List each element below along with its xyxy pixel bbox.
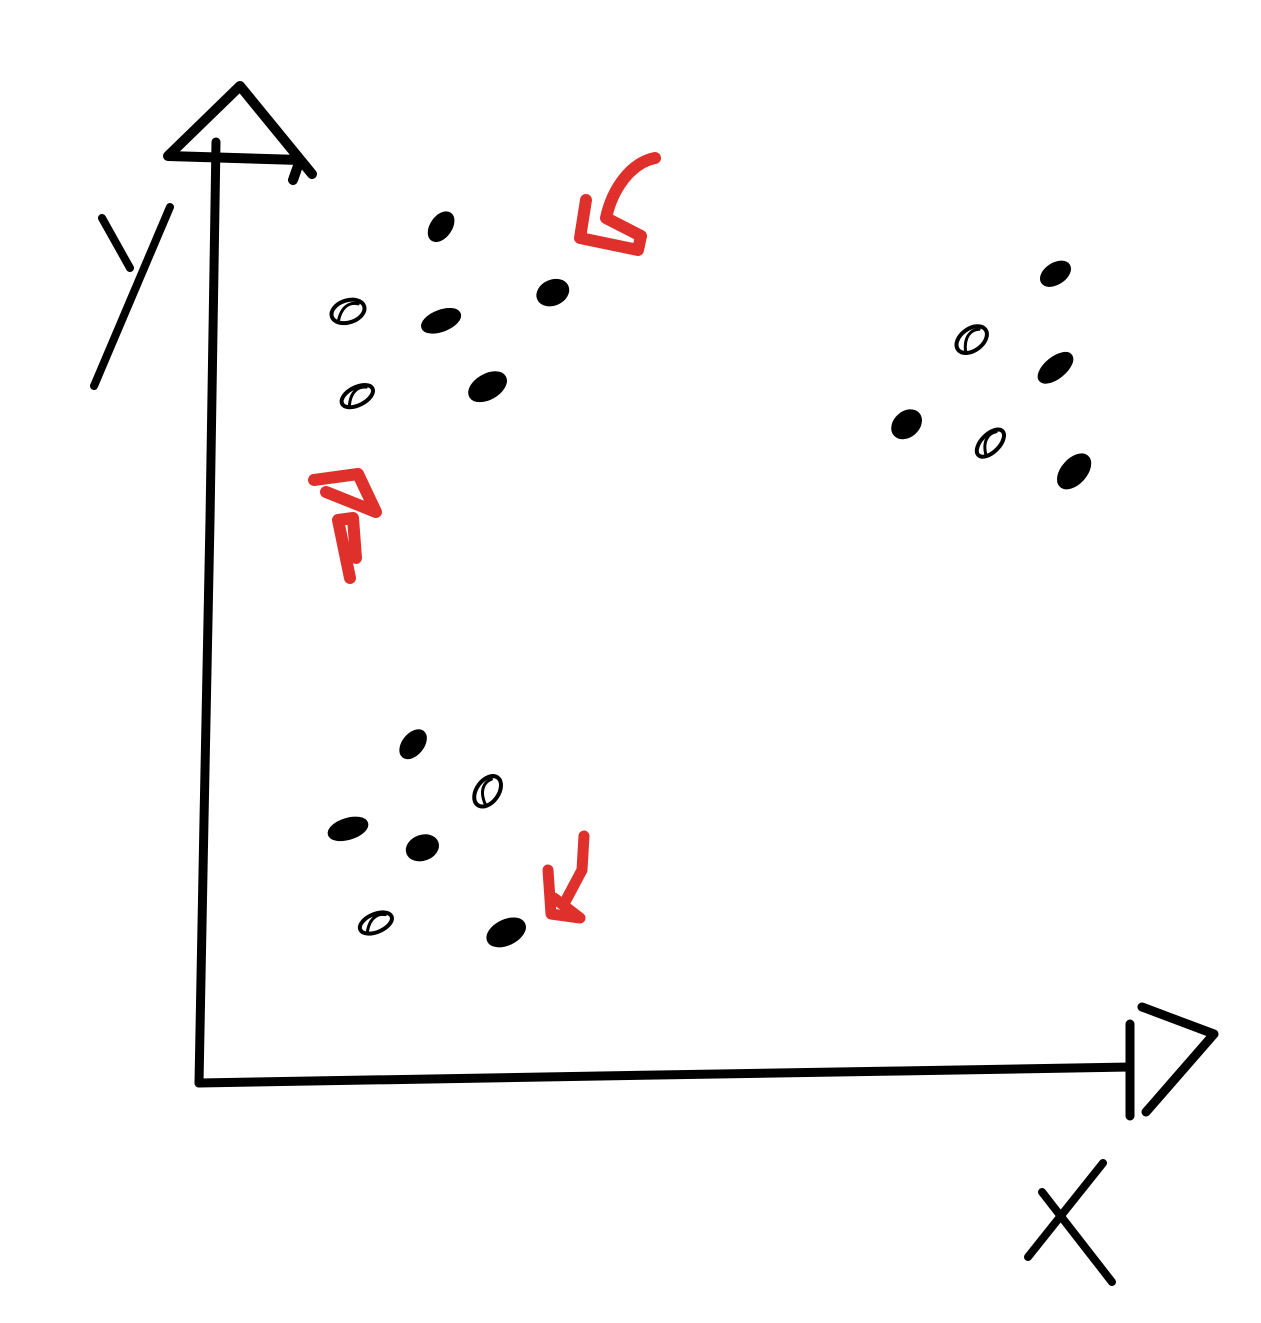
data-point-mark (1037, 351, 1074, 384)
data-point (421, 307, 462, 334)
data-point-scribble (983, 430, 998, 458)
red-arrow-top-icon (574, 152, 661, 256)
annotation-arrows (308, 152, 661, 924)
data-point (974, 427, 1007, 459)
data-point (399, 729, 427, 760)
data-point (327, 816, 369, 842)
data-point-scribble (899, 411, 915, 439)
data-point-scribble (336, 819, 360, 840)
data-point (1039, 260, 1072, 287)
data-point (536, 278, 570, 307)
data-point-mark (536, 278, 570, 307)
data-point-mark (1039, 260, 1072, 287)
data-point-scribble (406, 730, 420, 759)
data-point-mark (468, 371, 507, 403)
data-point-mark (486, 917, 526, 948)
y-axis-arrowhead-icon (163, 81, 317, 185)
data-point (468, 371, 507, 403)
x-axis-arrowhead-icon (1125, 1002, 1219, 1121)
red-arrow-bottom-icon (542, 830, 590, 924)
data-point (339, 382, 375, 410)
data-point-mark (399, 729, 427, 760)
data-point-scribble (542, 282, 564, 305)
data-point (1037, 351, 1074, 384)
data-point-mark (327, 816, 369, 842)
data-point-scribble (1067, 458, 1081, 486)
data-point-scribble (963, 327, 981, 354)
axis-labels: Y X (90, 203, 1116, 1286)
x-axis-line (194, 1062, 1135, 1088)
data-point-mark (954, 324, 989, 355)
data-point (891, 409, 922, 440)
data-point (486, 917, 526, 948)
data-point-scribble (365, 912, 387, 935)
data-point-mark (974, 427, 1007, 459)
data-point-scribble (1047, 262, 1065, 287)
data-point-mark (357, 910, 394, 936)
data-point (472, 774, 503, 809)
data-point-scribble (411, 838, 434, 860)
data-point-mark (421, 307, 462, 334)
data-point-mark (427, 211, 455, 243)
data-point-scribble (1047, 355, 1064, 382)
data-point-mark (891, 409, 922, 440)
data-points (327, 211, 1092, 948)
data-point-scribble (481, 777, 493, 807)
data-point-scribble (496, 921, 517, 945)
y-axis-label-stroke (90, 203, 174, 390)
data-point-mark (329, 297, 367, 326)
data-point-scribble (347, 385, 368, 409)
data-point-mark (339, 382, 375, 410)
data-point-mark (1056, 453, 1092, 490)
data-point (427, 211, 455, 243)
data-point (357, 910, 394, 936)
data-point (329, 297, 367, 326)
data-point-scribble (430, 310, 453, 333)
data-point (405, 834, 439, 862)
data-point (954, 324, 989, 355)
y-axis-line (194, 137, 221, 1088)
data-point-scribble (434, 213, 447, 242)
data-point-scribble (478, 375, 498, 400)
data-point-mark (405, 834, 439, 862)
red-arrow-left-icon (308, 468, 382, 584)
data-point-scribble (336, 301, 360, 323)
data-point (1056, 453, 1092, 490)
data-point-mark (472, 774, 503, 809)
axes (163, 81, 1219, 1121)
x-axis-label-stroke (1024, 1159, 1116, 1286)
